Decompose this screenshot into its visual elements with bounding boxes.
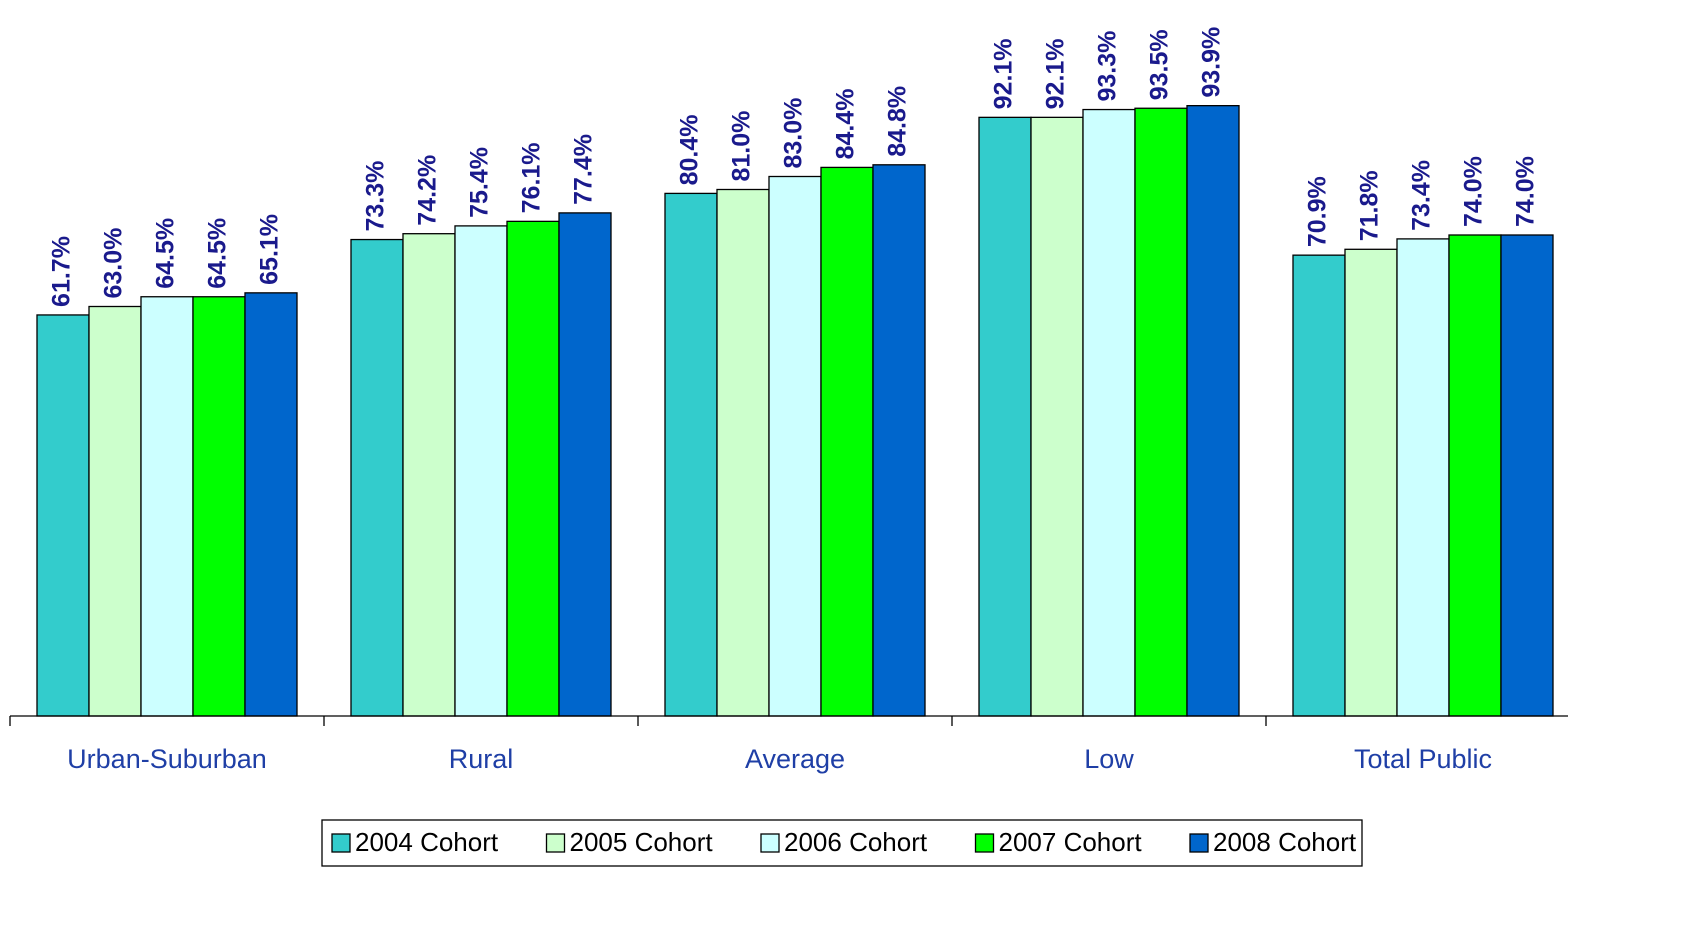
- x-tick-label: Rural: [449, 744, 514, 774]
- value-label: 64.5%: [152, 218, 180, 289]
- legend-label: 2005 Cohort: [570, 827, 714, 857]
- bar: [36, 314, 90, 717]
- value-label: 84.4%: [832, 89, 860, 160]
- bar: [1186, 105, 1240, 717]
- x-tick-label: Urban-Suburban: [67, 744, 267, 774]
- legend-marker: [1189, 833, 1209, 853]
- value-label: 70.9%: [1304, 176, 1332, 247]
- value-label: 74.2%: [414, 155, 442, 226]
- bar: [664, 192, 718, 717]
- legend-box: [321, 819, 1363, 867]
- bar: [454, 225, 508, 717]
- bar: [350, 238, 404, 717]
- value-label: 77.4%: [570, 134, 598, 205]
- bar: [506, 220, 560, 717]
- legend-label: 2004 Cohort: [355, 827, 499, 857]
- bar: [768, 175, 822, 717]
- value-label: 73.3%: [362, 161, 390, 232]
- bar: [1082, 108, 1136, 717]
- bar: [140, 296, 194, 717]
- bar: [1448, 234, 1502, 717]
- bar: [1344, 248, 1398, 717]
- bar: [1030, 116, 1084, 717]
- bar: [1500, 234, 1554, 717]
- value-label: 74.0%: [1460, 156, 1488, 227]
- value-label: 73.4%: [1408, 160, 1436, 231]
- bar: [558, 212, 612, 717]
- bar: [1292, 254, 1346, 717]
- value-label: 65.1%: [256, 214, 284, 285]
- value-label: 63.0%: [100, 228, 128, 299]
- value-label: 93.3%: [1094, 31, 1122, 102]
- legend-marker: [760, 833, 780, 853]
- value-label: 74.0%: [1512, 156, 1540, 227]
- bar: [192, 296, 246, 717]
- bar: [820, 166, 874, 717]
- x-tick-label: Total Public: [1354, 744, 1492, 774]
- value-label: 80.4%: [676, 115, 704, 186]
- bar: [1396, 238, 1450, 717]
- x-tick-label: Low: [1084, 744, 1134, 774]
- x-tick-label: Average: [745, 744, 845, 774]
- value-label: 61.7%: [48, 236, 76, 307]
- value-label: 93.9%: [1198, 27, 1226, 98]
- value-label: 92.1%: [1042, 38, 1070, 109]
- bar: [1134, 107, 1188, 717]
- legend-label: 2008 Cohort: [1213, 827, 1357, 857]
- bar: [872, 164, 926, 717]
- value-label: 81.0%: [728, 111, 756, 182]
- value-label: 76.1%: [518, 142, 546, 213]
- legend-marker: [545, 833, 566, 853]
- value-label: 71.8%: [1356, 170, 1384, 241]
- value-label: 83.0%: [780, 98, 808, 169]
- value-label: 92.1%: [990, 38, 1018, 109]
- legend-label: 2007 Cohort: [999, 827, 1143, 857]
- bar: [244, 292, 298, 717]
- bar: [402, 233, 456, 717]
- legend-label: 2006 Cohort: [784, 827, 928, 857]
- value-label: 93.5%: [1146, 29, 1174, 100]
- value-label: 64.5%: [204, 218, 232, 289]
- bar: [978, 116, 1032, 717]
- value-label: 75.4%: [466, 147, 494, 218]
- value-label: 84.8%: [884, 86, 912, 157]
- legend-marker: [974, 833, 995, 853]
- bar: [88, 305, 142, 717]
- bar: [716, 188, 770, 717]
- legend-marker: [331, 833, 351, 853]
